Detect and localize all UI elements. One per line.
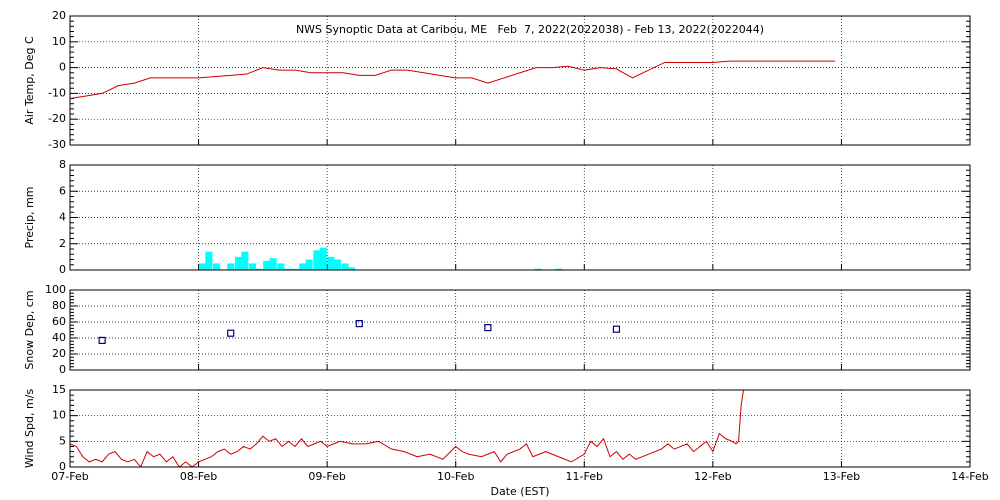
bar — [213, 263, 221, 270]
plot-frame — [69, 389, 971, 468]
x-tick-label: 14-Feb — [951, 470, 988, 483]
bar — [269, 258, 277, 270]
y-tick-label: -30 — [48, 138, 66, 151]
x-tick-label: 08-Feb — [180, 470, 217, 483]
y-tick-label: 15 — [52, 383, 66, 396]
data-line — [70, 390, 744, 467]
point — [227, 329, 235, 337]
bar — [227, 263, 235, 270]
bar — [263, 260, 271, 270]
bar — [327, 256, 335, 270]
chart-title: NWS Synoptic Data at Caribou, ME Feb 7, … — [296, 23, 764, 36]
point — [612, 325, 621, 333]
bar — [205, 251, 213, 270]
y-tick-label: 60 — [52, 315, 66, 328]
bar — [249, 263, 257, 270]
point — [484, 324, 492, 332]
y-tick-label: 6 — [59, 184, 66, 197]
point — [355, 320, 363, 328]
y-tick-label: 10 — [52, 409, 66, 422]
x-tick-label: 10-Feb — [437, 470, 474, 483]
y-tick-label: 0 — [59, 263, 66, 276]
point — [98, 336, 106, 344]
y-tick-label: 80 — [52, 299, 66, 312]
y-axis-label: Air Temp, Deg C — [23, 36, 36, 125]
panel: -30 -20 -10 0 10 20 Air Temp, Deg C — [23, 9, 971, 151]
bar — [319, 247, 327, 270]
bar — [333, 259, 341, 270]
x-tick-label: 12-Feb — [694, 470, 731, 483]
y-tick-label: 4 — [59, 211, 66, 224]
bar — [198, 263, 206, 270]
y-tick-label: 2 — [59, 237, 66, 250]
panel: 0 5 10 15 07-Feb 08-Feb 09-Feb 10-Feb 11-Feb 12-F… — [23, 383, 989, 498]
bar — [313, 250, 321, 270]
bar — [299, 263, 307, 270]
bar — [277, 263, 285, 270]
y-tick-label: 100 — [45, 283, 66, 296]
y-tick-label: 8 — [59, 158, 66, 171]
y-tick-label: 0 — [59, 61, 66, 74]
y-axis-label: Wind Spd, m/s — [23, 389, 36, 469]
bar — [234, 256, 242, 270]
data-line — [70, 60, 835, 100]
y-tick-label: 20 — [52, 9, 66, 22]
x-tick-label: 09-Feb — [308, 470, 345, 483]
bar — [534, 268, 542, 270]
bar — [283, 268, 291, 270]
y-tick-label: 20 — [52, 347, 66, 360]
bar — [305, 259, 313, 270]
x-tick-label: 11-Feb — [566, 470, 603, 483]
x-tick-label: 07-Feb — [51, 470, 88, 483]
y-axis-label: Precip, mm — [23, 187, 36, 249]
plot-frame — [69, 289, 971, 371]
bar — [341, 263, 349, 270]
bar — [291, 268, 299, 270]
x-axis-label: Date (EST) — [490, 485, 549, 498]
plot-frame — [69, 164, 971, 271]
panel: 0 20 40 60 80 100 Snow Dep, cm — [23, 283, 971, 376]
panel: 0 2 4 6 8 Precip, mm — [23, 158, 971, 276]
y-tick-label: -10 — [48, 86, 66, 99]
bar — [255, 268, 263, 270]
x-tick-label: 13-Feb — [823, 470, 860, 483]
y-tick-label: -20 — [48, 112, 66, 125]
bar — [241, 251, 249, 270]
y-tick-label: 40 — [52, 331, 66, 344]
y-tick-label: 5 — [59, 434, 66, 447]
bar — [555, 268, 563, 270]
bar — [348, 267, 356, 270]
y-tick-label: 10 — [52, 35, 66, 48]
plot-frame — [69, 15, 971, 146]
y-tick-label: 0 — [59, 363, 66, 376]
y-tick-label: 0 — [59, 460, 66, 473]
y-axis-label: Snow Dep, cm — [23, 290, 36, 369]
